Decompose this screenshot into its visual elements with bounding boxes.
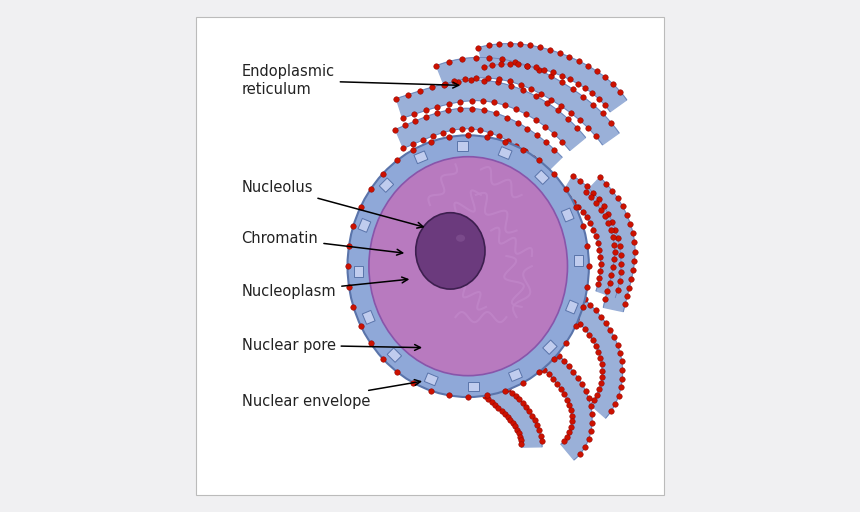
Polygon shape (508, 369, 522, 381)
Polygon shape (562, 176, 621, 297)
Polygon shape (414, 151, 428, 164)
Polygon shape (574, 255, 583, 266)
Polygon shape (436, 57, 619, 145)
Polygon shape (562, 208, 574, 222)
Polygon shape (478, 44, 627, 112)
Text: Nucleolus: Nucleolus (242, 180, 423, 228)
Polygon shape (485, 380, 542, 447)
Polygon shape (535, 170, 550, 184)
Text: Nuclear envelope: Nuclear envelope (242, 379, 421, 409)
Polygon shape (468, 382, 479, 391)
Polygon shape (379, 178, 394, 193)
Polygon shape (540, 351, 592, 460)
Polygon shape (362, 310, 375, 324)
Ellipse shape (415, 212, 485, 289)
Text: Nucleoplasm: Nucleoplasm (242, 277, 408, 299)
Text: Chromatin: Chromatin (242, 231, 402, 255)
Ellipse shape (369, 157, 568, 376)
Polygon shape (543, 340, 557, 354)
Polygon shape (424, 373, 439, 386)
Polygon shape (571, 300, 623, 418)
Polygon shape (353, 266, 363, 278)
Text: Endoplasmic
reticulum: Endoplasmic reticulum (242, 64, 458, 97)
FancyBboxPatch shape (196, 17, 664, 495)
Polygon shape (586, 177, 635, 312)
Ellipse shape (347, 135, 589, 397)
Polygon shape (396, 109, 562, 172)
Polygon shape (457, 141, 468, 151)
Polygon shape (358, 219, 371, 232)
Text: Nuclear pore: Nuclear pore (242, 337, 421, 353)
Polygon shape (498, 146, 512, 159)
Polygon shape (396, 80, 586, 151)
Polygon shape (387, 348, 402, 362)
Ellipse shape (456, 234, 465, 242)
Polygon shape (566, 300, 578, 314)
